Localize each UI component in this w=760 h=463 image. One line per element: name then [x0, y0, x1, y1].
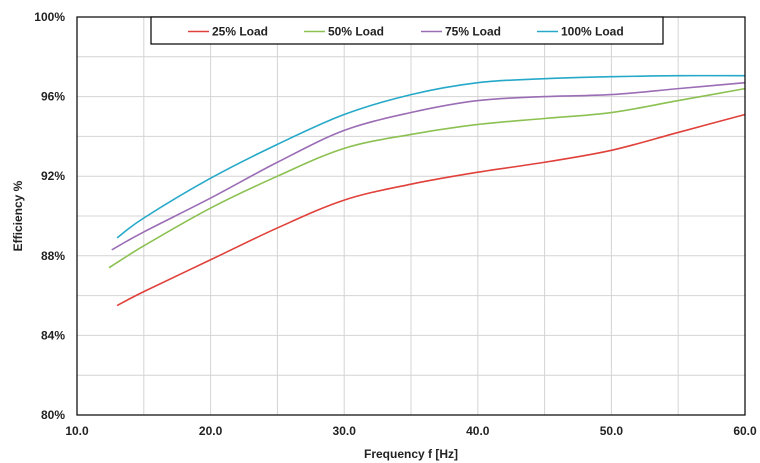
- series-line-0: [116, 113, 746, 307]
- legend-label-0: 25% Load: [212, 25, 268, 39]
- legend: 25% Load 50% Load 75% Load 100% Load: [150, 16, 664, 45]
- y-tick-label: 84%: [41, 328, 65, 342]
- series-line-1: [108, 87, 746, 269]
- legend-box: [150, 16, 664, 45]
- y-tick-label: 88%: [41, 249, 65, 263]
- legend-label-2: 75% Load: [445, 25, 501, 39]
- y-tick-label: 80%: [41, 408, 65, 422]
- y-tick-label: 92%: [41, 169, 65, 183]
- y-tick-label: 100%: [34, 10, 65, 24]
- legend-label-1: 50% Load: [328, 25, 384, 39]
- x-tick-label: 10.0: [65, 424, 89, 438]
- series-lines: [108, 74, 746, 307]
- x-tick-label: 50.0: [600, 424, 624, 438]
- x-tick-label: 40.0: [466, 424, 490, 438]
- series-line-3: [116, 74, 746, 239]
- legend-label-3: 100% Load: [561, 25, 624, 39]
- x-axis-title: Frequency f [Hz]: [364, 447, 458, 461]
- y-axis-ticks: 80% 84% 88% 92% 96% 100%: [34, 10, 65, 422]
- x-tick-label: 30.0: [333, 424, 357, 438]
- x-axis-ticks: 10.0 20.0 30.0 40.0 50.0 60.0: [65, 424, 757, 438]
- series-line-2: [111, 81, 746, 251]
- x-tick-label: 60.0: [733, 424, 757, 438]
- y-axis-title: Efficiency %: [11, 180, 25, 251]
- y-tick-label: 96%: [41, 90, 65, 104]
- x-tick-label: 20.0: [199, 424, 223, 438]
